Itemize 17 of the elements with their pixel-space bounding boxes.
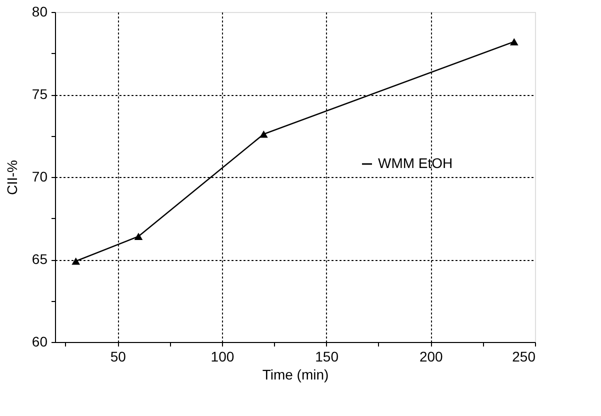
y-tick-label: 80	[32, 4, 48, 20]
x-axis-title: Time (min)	[262, 366, 329, 382]
point	[72, 258, 80, 265]
x-tick-label: 100	[210, 348, 234, 364]
y-tick-label: 60	[32, 334, 48, 350]
legend-label: WMM EtOH	[378, 155, 453, 171]
y-tick-label: 65	[32, 251, 48, 267]
y-axis-title: CII-%	[4, 160, 20, 195]
x-tick-label: 250	[512, 348, 536, 364]
point	[510, 38, 518, 46]
y-tick-label: 75	[32, 86, 48, 102]
x-tick-label: 150	[315, 348, 339, 364]
x-tick-label: 200	[419, 348, 444, 364]
point	[260, 130, 268, 138]
y-tick-label: 70	[32, 168, 48, 184]
x-tick-label: 50	[110, 348, 126, 364]
point	[134, 232, 143, 240]
